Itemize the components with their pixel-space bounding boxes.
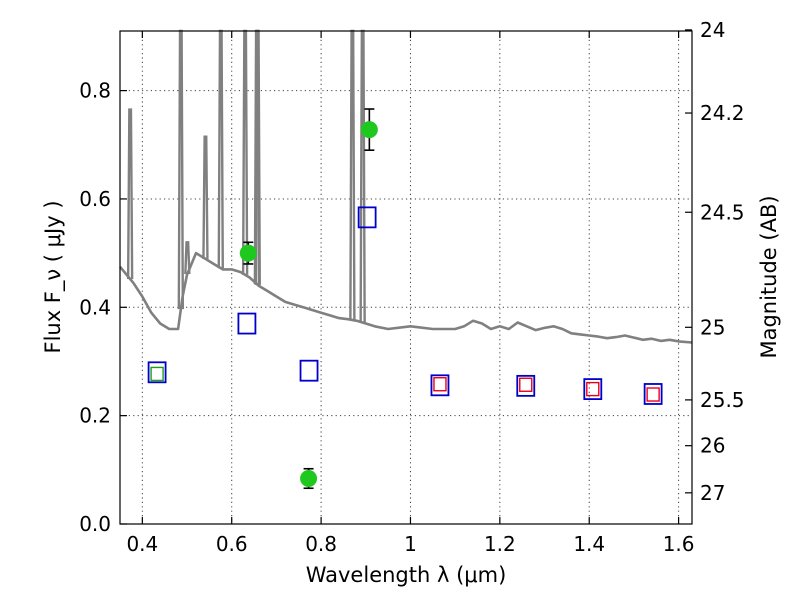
model-spectrum bbox=[118, 29, 693, 344]
emission-line bbox=[359, 29, 366, 323]
emission-line bbox=[184, 241, 191, 275]
x-tick-label: 1.6 bbox=[663, 532, 695, 556]
emission-line bbox=[202, 135, 209, 259]
right-tick-label: 24 bbox=[700, 18, 725, 42]
observed-point bbox=[300, 469, 318, 487]
model-point-blue bbox=[516, 374, 536, 397]
y-tick-label: 0.0 bbox=[79, 512, 111, 536]
y-axis-right-label: Magnitude (AB) bbox=[757, 195, 781, 358]
x-tick-label: 1.4 bbox=[573, 532, 605, 556]
emission-line bbox=[126, 108, 134, 279]
x-tick-label: 0.8 bbox=[305, 532, 337, 556]
model-point-blue bbox=[583, 378, 603, 401]
model-point-blue bbox=[357, 206, 377, 229]
model-point-small bbox=[586, 381, 600, 397]
model-point-blue bbox=[147, 361, 167, 384]
model-point-small bbox=[150, 366, 164, 382]
model-point-blue bbox=[430, 374, 450, 397]
right-tick-label: 27 bbox=[700, 481, 725, 505]
x-tick-label: 1 bbox=[404, 532, 417, 556]
right-tick-label: 26 bbox=[700, 434, 725, 458]
grid bbox=[120, 31, 692, 525]
ticks: 0.4 0.6 0.8 1 1.2 1.4 1.6 0.0 0.2 0.4 0.6 0.8 24 24.2… bbox=[79, 18, 744, 556]
emission-line bbox=[217, 29, 224, 269]
model-point-small bbox=[433, 377, 447, 392]
right-tick-label: 24.5 bbox=[700, 200, 745, 224]
observed-point bbox=[239, 244, 257, 262]
model-point-small bbox=[646, 387, 660, 402]
plot-frame bbox=[119, 30, 693, 525]
model-point-small bbox=[519, 377, 533, 392]
emission-line bbox=[177, 29, 185, 310]
y-tick-label: 0.2 bbox=[79, 404, 111, 428]
model-point-blue bbox=[643, 383, 663, 405]
x-tick-label: 0.6 bbox=[216, 532, 248, 556]
x-tick-label: 1.2 bbox=[484, 532, 516, 556]
y-tick-label: 0.6 bbox=[79, 187, 111, 211]
right-tick-label: 25 bbox=[700, 315, 725, 339]
right-tick-label: 24.2 bbox=[700, 101, 745, 125]
y-axis-label: Flux F_ν ( μJy ) bbox=[41, 200, 66, 353]
model-point-blue bbox=[237, 312, 257, 335]
x-axis-label: Wavelength λ (μm) bbox=[306, 563, 507, 587]
spectrum-continuum bbox=[118, 251, 693, 344]
right-tick-label: 25.5 bbox=[700, 388, 745, 412]
y-tick-label: 0.4 bbox=[79, 295, 111, 319]
x-tick-label: 0.4 bbox=[126, 532, 158, 556]
observed-point bbox=[360, 121, 378, 139]
model-point-blue bbox=[299, 359, 319, 382]
photometry-points bbox=[147, 108, 663, 490]
y-tick-label: 0.8 bbox=[79, 79, 111, 103]
emission-line bbox=[241, 29, 249, 275]
emission-line bbox=[349, 29, 356, 321]
